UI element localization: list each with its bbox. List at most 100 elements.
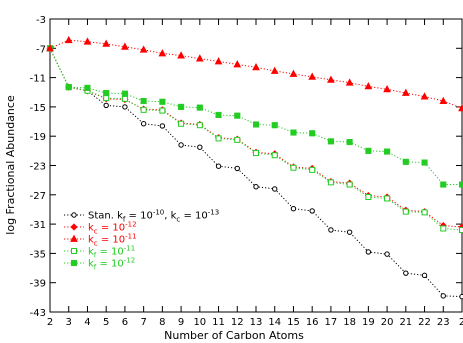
data-point xyxy=(309,208,315,214)
data-point xyxy=(459,293,463,300)
legend-text-part: k xyxy=(88,223,94,234)
data-point xyxy=(103,89,110,97)
data-point xyxy=(121,95,128,102)
legend-text-part: f xyxy=(94,252,97,260)
x-tick-label: 2 xyxy=(459,317,463,328)
data-point xyxy=(46,43,54,52)
legend-text-part: c xyxy=(94,240,98,248)
legend-marker xyxy=(70,223,78,231)
x-tick-label: 20 xyxy=(381,317,394,328)
data-point xyxy=(215,135,222,142)
data-point xyxy=(178,120,185,127)
legend-text-part: c xyxy=(94,228,98,236)
x-tick-label: 21 xyxy=(399,317,412,328)
data-point xyxy=(139,45,148,53)
data-point xyxy=(327,75,335,83)
x-tick-label: 18 xyxy=(343,317,356,328)
legend-text-part: = 10 xyxy=(180,211,207,222)
x-tick-label: 7 xyxy=(140,317,146,328)
data-point xyxy=(64,35,73,44)
data-point xyxy=(346,181,353,188)
data-point xyxy=(365,249,372,255)
x-tick-label: 13 xyxy=(250,317,263,328)
legend-marker xyxy=(71,212,77,218)
data-point xyxy=(290,129,297,136)
data-point xyxy=(402,158,409,165)
data-point xyxy=(290,164,297,171)
legend-text-part: -12 xyxy=(125,221,136,229)
legend-text-part: -13 xyxy=(208,209,219,217)
data-point xyxy=(384,195,391,202)
x-tick-label: 5 xyxy=(103,317,109,328)
data-point xyxy=(458,104,463,112)
data-point xyxy=(234,136,241,143)
data-point xyxy=(122,104,128,110)
y-tick-label: -27 xyxy=(30,191,46,202)
legend-text-part: f xyxy=(123,216,126,224)
data-point xyxy=(84,84,91,91)
data-point xyxy=(178,142,184,148)
y-tick-label: -15 xyxy=(30,103,46,114)
x-tick-label: 23 xyxy=(437,317,450,328)
data-point xyxy=(196,104,203,111)
legend-entry: kf = 10-11 xyxy=(88,245,135,260)
y-tick-label: -43 xyxy=(30,308,46,319)
data-point xyxy=(440,181,447,188)
y-tick-label: -31 xyxy=(30,220,46,231)
y-axis-label: log Fractional Abundance xyxy=(4,95,17,235)
data-point xyxy=(459,226,463,233)
data-point xyxy=(270,66,279,74)
x-tick-label: 22 xyxy=(418,317,431,328)
legend-text-part: k xyxy=(88,247,94,258)
data-point xyxy=(159,107,166,114)
x-tick-label: 14 xyxy=(268,317,281,328)
y-tick-label: -35 xyxy=(30,249,46,260)
series-layer xyxy=(46,35,463,300)
legend-text-part: = 10 xyxy=(98,235,125,246)
legend-text-part: = 10 xyxy=(98,223,125,234)
x-tick-label: 19 xyxy=(362,317,375,328)
data-point xyxy=(83,37,92,45)
data-point xyxy=(346,139,353,146)
x-tick-label: 9 xyxy=(178,317,184,328)
y-tick-label: -23 xyxy=(30,162,46,173)
data-point xyxy=(103,102,109,109)
legend-text-part: -10 xyxy=(153,209,164,217)
legend-text-part: c xyxy=(176,216,180,224)
x-tick-label: 4 xyxy=(84,317,90,328)
legend-text-part: -11 xyxy=(124,245,135,253)
data-point xyxy=(252,62,260,71)
data-point xyxy=(271,122,278,129)
data-point xyxy=(196,122,203,129)
legend-marker xyxy=(71,248,77,254)
x-tick-label: 3 xyxy=(66,317,72,328)
legend-entry: kf = 10-12 xyxy=(88,257,135,272)
series-line xyxy=(49,48,462,185)
data-point xyxy=(102,39,111,47)
data-point xyxy=(234,112,241,119)
legend-text-part: = 10 xyxy=(96,259,123,270)
x-tick-label: 6 xyxy=(122,317,128,328)
legend-text-part: -11 xyxy=(125,233,136,241)
data-point xyxy=(214,57,223,65)
data-point xyxy=(253,184,259,190)
data-point xyxy=(140,97,147,105)
data-point xyxy=(140,106,147,113)
data-point xyxy=(327,138,334,145)
legend-text-part: = 10 xyxy=(125,211,152,222)
data-point xyxy=(103,95,110,102)
data-point xyxy=(121,42,129,50)
legend-entry: Stan. kf = 10-10, kc = 10-13 xyxy=(88,209,219,224)
x-tick-label: 17 xyxy=(325,317,338,328)
data-point xyxy=(402,208,409,215)
data-point xyxy=(327,179,334,186)
x-tick-label: 12 xyxy=(231,317,244,328)
y-tick-label: -39 xyxy=(30,279,46,290)
data-point xyxy=(234,165,240,172)
data-point xyxy=(440,225,447,232)
data-point xyxy=(159,98,166,105)
x-tick-label: 11 xyxy=(212,317,225,328)
x-tick-label: 8 xyxy=(159,317,165,328)
